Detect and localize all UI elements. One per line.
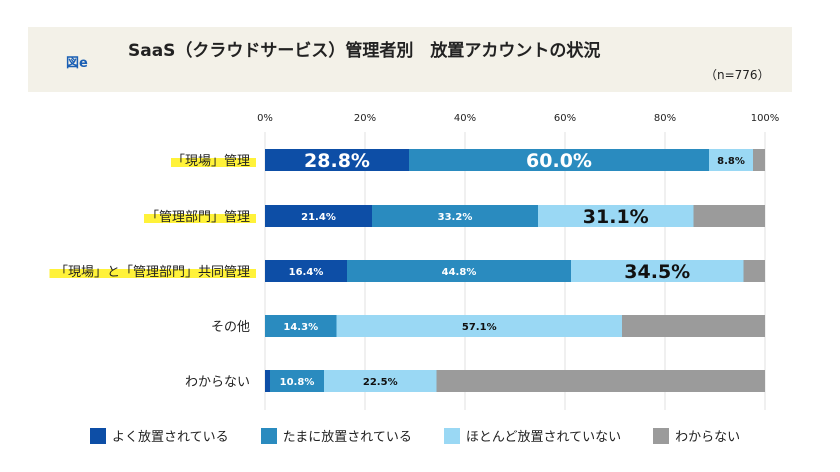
- legend-item: ほとんど放置されていない: [443, 426, 622, 445]
- bar-segment: [538, 205, 694, 227]
- category-highlight: [49, 269, 256, 278]
- category-label: 「現場」と「管理部門」共同管理: [55, 265, 250, 280]
- category-label: 「現場」管理: [172, 154, 250, 169]
- category-label: 「管理部門」管理: [146, 210, 250, 225]
- tick-label: 80%: [654, 113, 676, 124]
- bar-segment: [709, 149, 753, 171]
- bar-segment: [743, 260, 765, 282]
- bar-segment: [324, 370, 437, 392]
- bar-segment: [265, 260, 347, 282]
- legend-label: ほとんど放置されていない: [465, 430, 622, 445]
- bar-segment: [265, 205, 372, 227]
- legend-swatch: [90, 427, 106, 444]
- bar-segment: [372, 205, 538, 227]
- data-label: 10.8%: [280, 377, 315, 388]
- bar-segment: [336, 315, 622, 337]
- bar-segment: [409, 149, 709, 171]
- data-label: 57.1%: [462, 322, 497, 333]
- bar-segment: [693, 205, 765, 227]
- tick-label: 100%: [751, 113, 780, 124]
- data-label: 44.8%: [442, 267, 477, 278]
- legend-label: よく放置されている: [112, 430, 229, 445]
- category-label: わからない: [185, 375, 250, 390]
- legend: よく放置されている たまに放置されている ほとんど放置されていない わからない: [90, 426, 740, 445]
- tick-label: 20%: [354, 113, 376, 124]
- data-label: 14.3%: [283, 322, 318, 333]
- legend-label: わからない: [675, 430, 741, 445]
- bar-segment: [265, 149, 409, 171]
- data-label: 28.8%: [304, 150, 370, 172]
- data-label: 31.1%: [583, 206, 649, 228]
- data-label: 22.5%: [363, 377, 398, 388]
- legend-swatch: [260, 427, 277, 444]
- bar-segment: [622, 315, 765, 337]
- bar-segment: [270, 370, 324, 392]
- category-highlight: [144, 214, 256, 223]
- data-label: 33.2%: [438, 212, 473, 223]
- category-label: その他: [211, 320, 250, 335]
- legend-swatch: [443, 427, 460, 444]
- bar-segment: [571, 260, 744, 282]
- tick-label: 60%: [554, 113, 576, 124]
- bar-segment: [265, 315, 337, 337]
- sample-size-note: （n=776）: [705, 68, 770, 82]
- legend-swatch: [653, 427, 670, 444]
- legend-item: たまに放置されている: [260, 426, 412, 445]
- bar-segment: [347, 260, 571, 282]
- data-label: 21.4%: [301, 212, 336, 223]
- data-label: 60.0%: [526, 150, 592, 172]
- data-label: 8.8%: [717, 156, 745, 167]
- legend-label: たまに放置されている: [282, 430, 412, 445]
- legend-item: よく放置されている: [90, 426, 229, 445]
- bar-segment: [753, 149, 765, 171]
- title-banner: [28, 27, 792, 92]
- figure-label: 図e: [66, 56, 88, 71]
- tick-label: 40%: [454, 113, 476, 124]
- data-label: 16.4%: [289, 267, 324, 278]
- bar-segment: [436, 370, 765, 392]
- data-label: 34.5%: [624, 261, 690, 283]
- legend-item: わからない: [653, 426, 740, 445]
- chart-title: SaaS（クラウドサービス）管理者別 放置アカウントの状況: [128, 41, 601, 61]
- category-highlight: [171, 158, 256, 167]
- bar-segment: [265, 370, 270, 392]
- tick-label: 0%: [257, 113, 273, 124]
